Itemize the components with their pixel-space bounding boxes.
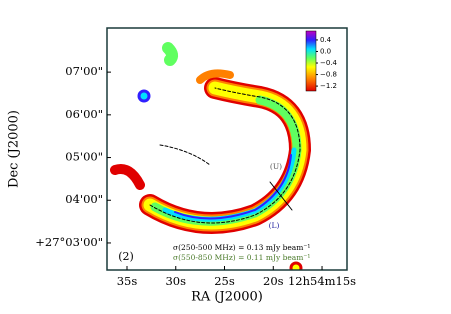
colorbar-tick-label: 0.0	[320, 47, 331, 55]
y-axis-label: Dec (J2000)	[7, 110, 22, 188]
y-tick-label: +27°03'00"	[35, 235, 103, 249]
x-tick-label: 25s	[214, 274, 235, 288]
colorbar-tick-label: −0.4	[320, 59, 338, 67]
x-axis-label: RA (J2000)	[191, 290, 263, 305]
colorbar-tick-label: 0.4	[320, 36, 332, 44]
spectral-map	[110, 42, 312, 270]
x-tick-label: 12h54m15s	[288, 274, 356, 288]
y-tick-label: 04'00"	[65, 192, 103, 206]
y-tick-label: 05'00"	[65, 150, 103, 164]
x-tick-label: 20s	[263, 274, 284, 288]
x-tick-label: 30s	[165, 274, 186, 288]
colorbar-tick-label: −0.8	[320, 71, 337, 79]
panel-label: (2)	[118, 250, 134, 263]
colorbar-tick-label: −1.2	[320, 82, 337, 90]
colorbar	[305, 30, 317, 92]
y-tick-label: 07'00"	[65, 64, 103, 78]
upper-label: (U)	[270, 162, 282, 171]
sigma-label: σ(250-500 MHz) = 0.13 mJy beam⁻¹	[173, 243, 310, 252]
sigma-label: σ(550-850 MHz) = 0.11 mJy beam⁻¹	[173, 253, 310, 262]
ring	[110, 42, 312, 270]
x-tick-label: 35s	[117, 274, 138, 288]
lower-label: (L)	[269, 221, 280, 230]
y-tick-label: 06'00"	[65, 107, 103, 121]
plot-frame	[106, 27, 348, 271]
